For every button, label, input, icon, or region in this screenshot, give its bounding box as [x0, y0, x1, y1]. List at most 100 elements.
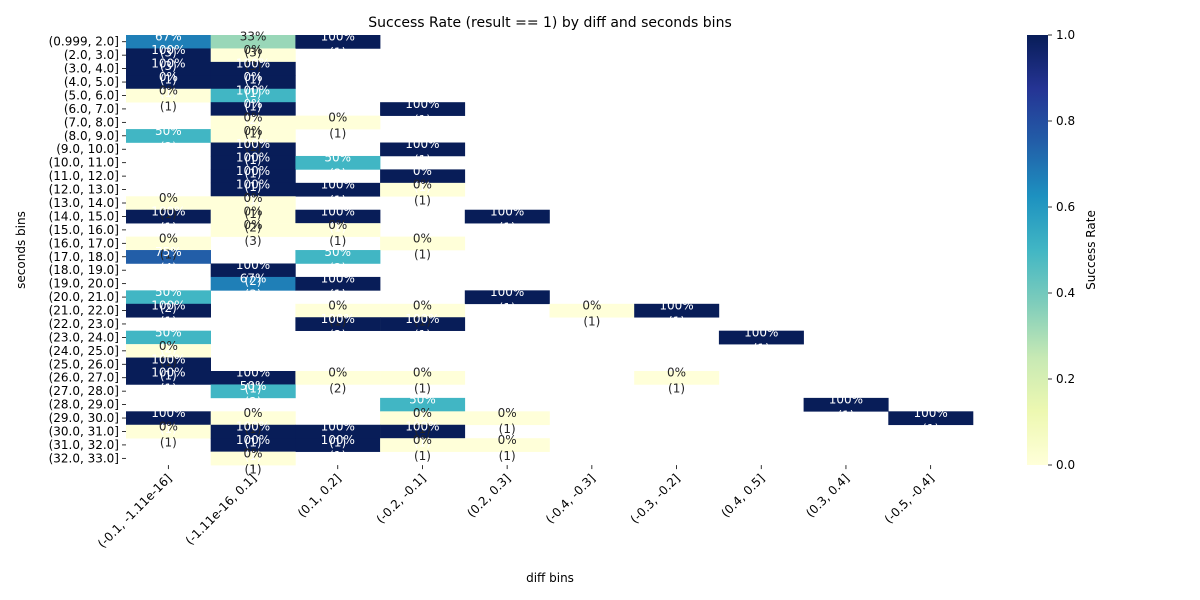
heatmap-cell — [210, 88, 296, 103]
cell-count-label: (1) — [160, 355, 177, 369]
cell-rate-label: 0% — [244, 110, 263, 124]
heatmap-cell — [210, 411, 296, 426]
x-tick-label: (0.3, 0.4] — [803, 471, 852, 520]
x-tick-label: (-0.1, -1.11e-16] — [95, 471, 175, 551]
heatmap-cell — [210, 196, 296, 211]
heatmap-cell — [634, 371, 720, 385]
x-axis-ticks: (-0.1, -1.11e-16] (-1.11e-16, 0.1] (0.1, 0… — [95, 465, 937, 551]
cell-count-label: (1) — [668, 382, 685, 396]
cell-rate-label: 100% — [913, 406, 947, 420]
cell-rate-label: 100% — [151, 352, 185, 366]
y-tick-label: (26.0, 27.0] — [49, 371, 119, 385]
x-tick-label: (-0.3, -0.2] — [628, 471, 683, 526]
y-tick-label: (15.0, 16.0] — [49, 223, 119, 237]
cell-count-label: (1) — [245, 180, 262, 194]
cell-rate-label: 0% — [159, 70, 178, 84]
cell-count-label: (2) — [160, 140, 177, 154]
cell-count-label: (2) — [245, 274, 262, 288]
heatmap-cell — [380, 236, 466, 251]
heatmap-cell — [634, 303, 720, 318]
cell-count-label: (1) — [329, 46, 346, 60]
cell-rate-label: 0% — [413, 433, 432, 447]
heatmap-cell — [126, 344, 211, 358]
heatmap-cell — [126, 75, 211, 90]
cell-rate-label: 100% — [321, 312, 355, 326]
cell-count-label: (2) — [245, 395, 262, 409]
heatmap-cell — [210, 371, 296, 385]
cell-count-label: (1) — [245, 153, 262, 167]
cell-count-label: (2) — [414, 409, 431, 423]
cell-rate-label: 100% — [321, 30, 355, 44]
heatmap-cell — [718, 330, 804, 345]
cell-count-label: (1) — [414, 180, 431, 194]
cell-count-label: (1) — [160, 315, 177, 329]
cell-rate-label: 50% — [155, 285, 182, 299]
chart-title: Success Rate (result == 1) by diff and s… — [368, 15, 732, 31]
cell-rate-label: 100% — [236, 178, 270, 192]
cell-rate-label: 100% — [151, 43, 185, 57]
heatmap-cell — [126, 424, 211, 439]
cell-count-label: (1) — [583, 315, 600, 329]
cell-count-label: (1) — [160, 220, 177, 234]
y-tick-label: (10.0, 11.0] — [49, 156, 119, 170]
cell-count-label: (1) — [922, 422, 939, 436]
cell-rate-label: 100% — [151, 204, 185, 218]
cell-rate-label: 100% — [236, 57, 270, 71]
heatmap-cell-labels: 67%(3)33%(3)100%(1)100%(3)0%(3)100%(1)10… — [151, 30, 948, 477]
heatmap-cell — [210, 61, 296, 76]
cell-rate-label: 0% — [244, 446, 263, 460]
heatmap-cell — [126, 61, 211, 76]
heatmap-cell — [126, 371, 211, 385]
y-axis-label: seconds bins — [14, 211, 28, 289]
heatmap-cell — [380, 317, 466, 331]
cell-rate-label: 0% — [413, 406, 432, 420]
cell-count-label: (1) — [837, 409, 854, 423]
cell-count-label: (1) — [329, 435, 346, 449]
cell-count-label: (1) — [160, 207, 177, 221]
heatmap-cell — [380, 142, 466, 157]
y-tick-label: (25.0, 26.0] — [49, 357, 119, 371]
cell-rate-label: 0% — [159, 83, 178, 97]
cell-rate-label: 0% — [328, 110, 347, 124]
cell-count-label: (1) — [245, 194, 262, 208]
cell-count-label: (3) — [245, 46, 262, 60]
cell-rate-label: 0% — [159, 231, 178, 245]
cell-count-label: (3) — [245, 59, 262, 73]
cell-rate-label: 0% — [244, 70, 263, 84]
heatmap-cell — [126, 129, 211, 143]
heatmap-cell — [126, 88, 211, 103]
heatmap-cell — [295, 115, 381, 130]
heatmap-cell — [464, 290, 550, 305]
heatmap-cell — [126, 357, 211, 372]
cell-rate-label: 50% — [324, 245, 351, 259]
heatmap-cell — [210, 182, 296, 197]
heatmap-cell — [888, 411, 974, 426]
cell-count-label: (1) — [414, 449, 431, 463]
heatmap-cell — [380, 438, 466, 452]
y-tick-label: (28.0, 29.0] — [49, 398, 119, 412]
heatmap-cell — [295, 438, 381, 452]
heatmap-cell — [210, 424, 296, 439]
cell-rate-label: 100% — [236, 433, 270, 447]
x-tick-label: (-0.4, -0.3] — [543, 471, 598, 526]
cell-count-label: (2) — [329, 261, 346, 275]
cell-rate-label: 100% — [151, 406, 185, 420]
cell-rate-label: 100% — [236, 419, 270, 433]
cell-rate-label: 0% — [413, 366, 432, 380]
heatmap-cell — [210, 451, 296, 466]
y-tick-label: (12.0, 13.0] — [49, 183, 119, 197]
cell-count-label: (1) — [329, 288, 346, 302]
cell-rate-label: 100% — [321, 178, 355, 192]
cell-count-label: (1) — [160, 99, 177, 113]
cell-rate-label: 50% — [155, 124, 182, 138]
y-tick-label: (29.0, 30.0] — [49, 411, 119, 425]
cell-count-label: (1) — [245, 422, 262, 436]
cell-count-label: (1) — [160, 247, 177, 261]
heatmap-cell — [380, 424, 466, 439]
cell-rate-label: 100% — [405, 312, 439, 326]
cell-rate-label: 100% — [321, 272, 355, 286]
heatmap-cell — [210, 209, 296, 224]
cell-count-label: (1) — [245, 73, 262, 87]
cell-rate-label: 0% — [244, 204, 263, 218]
